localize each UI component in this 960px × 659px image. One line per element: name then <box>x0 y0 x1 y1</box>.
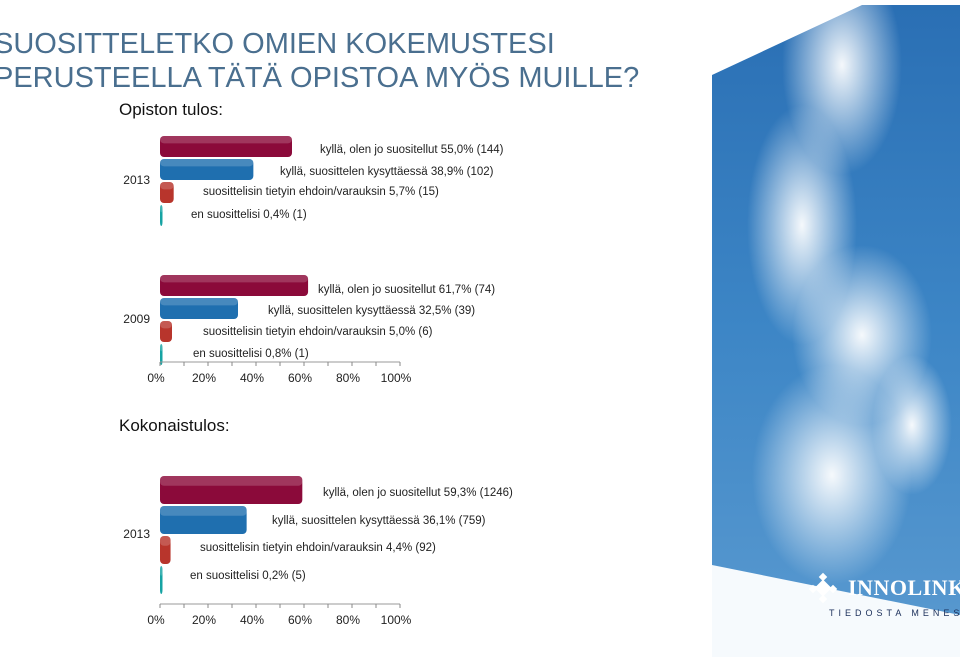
bar-highlight-2 <box>160 298 238 306</box>
bar-4 <box>160 566 163 594</box>
x-tick-label: 100% <box>381 613 412 627</box>
data-label: suosittelisin tietyin ehdoin/varauksin 4… <box>200 542 436 554</box>
x-tick-label: 100% <box>381 371 412 385</box>
bar-highlight-1 <box>160 275 309 283</box>
bar-1 <box>160 476 303 504</box>
bar-2 <box>160 506 247 534</box>
bar-highlight-4 <box>160 566 163 576</box>
bar-highlight-4 <box>160 205 163 213</box>
logo-tagline: TIEDOSTA MENESTYS <box>829 608 960 618</box>
x-tick-label: 20% <box>192 613 216 627</box>
page-title-line-1: SUOSITTELETKO OMIEN KOKEMUSTESI <box>0 28 555 60</box>
x-tick-label: 20% <box>192 371 216 385</box>
category-label: 2013 <box>123 173 150 187</box>
page-title: SUOSITTELETKO OMIEN KOKEMUSTESI PERUSTEE… <box>0 27 714 95</box>
data-label: en suosittelisi 0,8% (1) <box>193 348 309 360</box>
category-label: 2009 <box>123 312 150 326</box>
data-label: en suosittelisi 0,4% (1) <box>191 209 307 221</box>
bar-highlight-1 <box>160 136 292 144</box>
bar-4 <box>160 344 163 365</box>
section-label-kokonais: Kokonaistulos: <box>119 416 230 435</box>
bar-1 <box>160 136 292 157</box>
bar-1 <box>160 275 309 296</box>
data-label: kyllä, suosittelen kysyttäessä 38,9% (10… <box>280 166 494 178</box>
bar-highlight-2 <box>160 506 247 516</box>
bar-3 <box>160 536 171 564</box>
bar-2 <box>160 298 238 319</box>
logo-name: INNOLINK <box>848 575 960 600</box>
data-label: en suosittelisi 0,2% (5) <box>190 570 306 582</box>
bar-2 <box>160 159 254 180</box>
x-tick-label: 60% <box>288 371 312 385</box>
data-label: kyllä, suosittelen kysyttäessä 36,1% (75… <box>272 515 486 527</box>
data-label: kyllä, olen jo suositellut 55,0% (144) <box>320 144 504 156</box>
x-tick-label: 40% <box>240 613 264 627</box>
bar-3 <box>160 321 172 342</box>
section-label-opisto: Opiston tulos: <box>119 100 223 119</box>
bar-highlight-3 <box>160 536 171 546</box>
bar-highlight-1 <box>160 476 303 486</box>
page-title-line-2: PERUSTEELLA TÄTÄ OPISTOA MYÖS MUILLE? <box>0 62 640 94</box>
x-tick-label: 0% <box>147 371 165 385</box>
x-tick-label: 60% <box>288 613 312 627</box>
x-tick-label: 80% <box>336 371 360 385</box>
data-label: suosittelisin tietyin ehdoin/varauksin 5… <box>203 186 439 198</box>
chart-area: 2013 kyllä, olen jo suositellut 55,0% (14… <box>123 136 513 627</box>
data-label: kyllä, olen jo suositellut 59,3% (1246) <box>323 487 513 499</box>
bar-4 <box>160 205 163 226</box>
category-label: 2013 <box>123 527 150 541</box>
data-label: kyllä, suosittelen kysyttäessä 32,5% (39… <box>268 305 475 317</box>
data-label: kyllä, olen jo suositellut 61,7% (74) <box>318 284 495 296</box>
x-tick-label: 80% <box>336 613 360 627</box>
data-label: suosittelisin tietyin ehdoin/varauksin 5… <box>203 326 433 338</box>
bar-3 <box>160 182 174 203</box>
x-tick-label: 40% <box>240 371 264 385</box>
bar-highlight-4 <box>160 344 163 352</box>
bar-highlight-2 <box>160 159 254 167</box>
bar-highlight-3 <box>160 321 172 329</box>
bar-highlight-3 <box>160 182 174 190</box>
x-tick-label: 0% <box>147 613 165 627</box>
decorative-sky-panel <box>712 5 960 657</box>
innolink-logo-icon <box>808 572 838 604</box>
